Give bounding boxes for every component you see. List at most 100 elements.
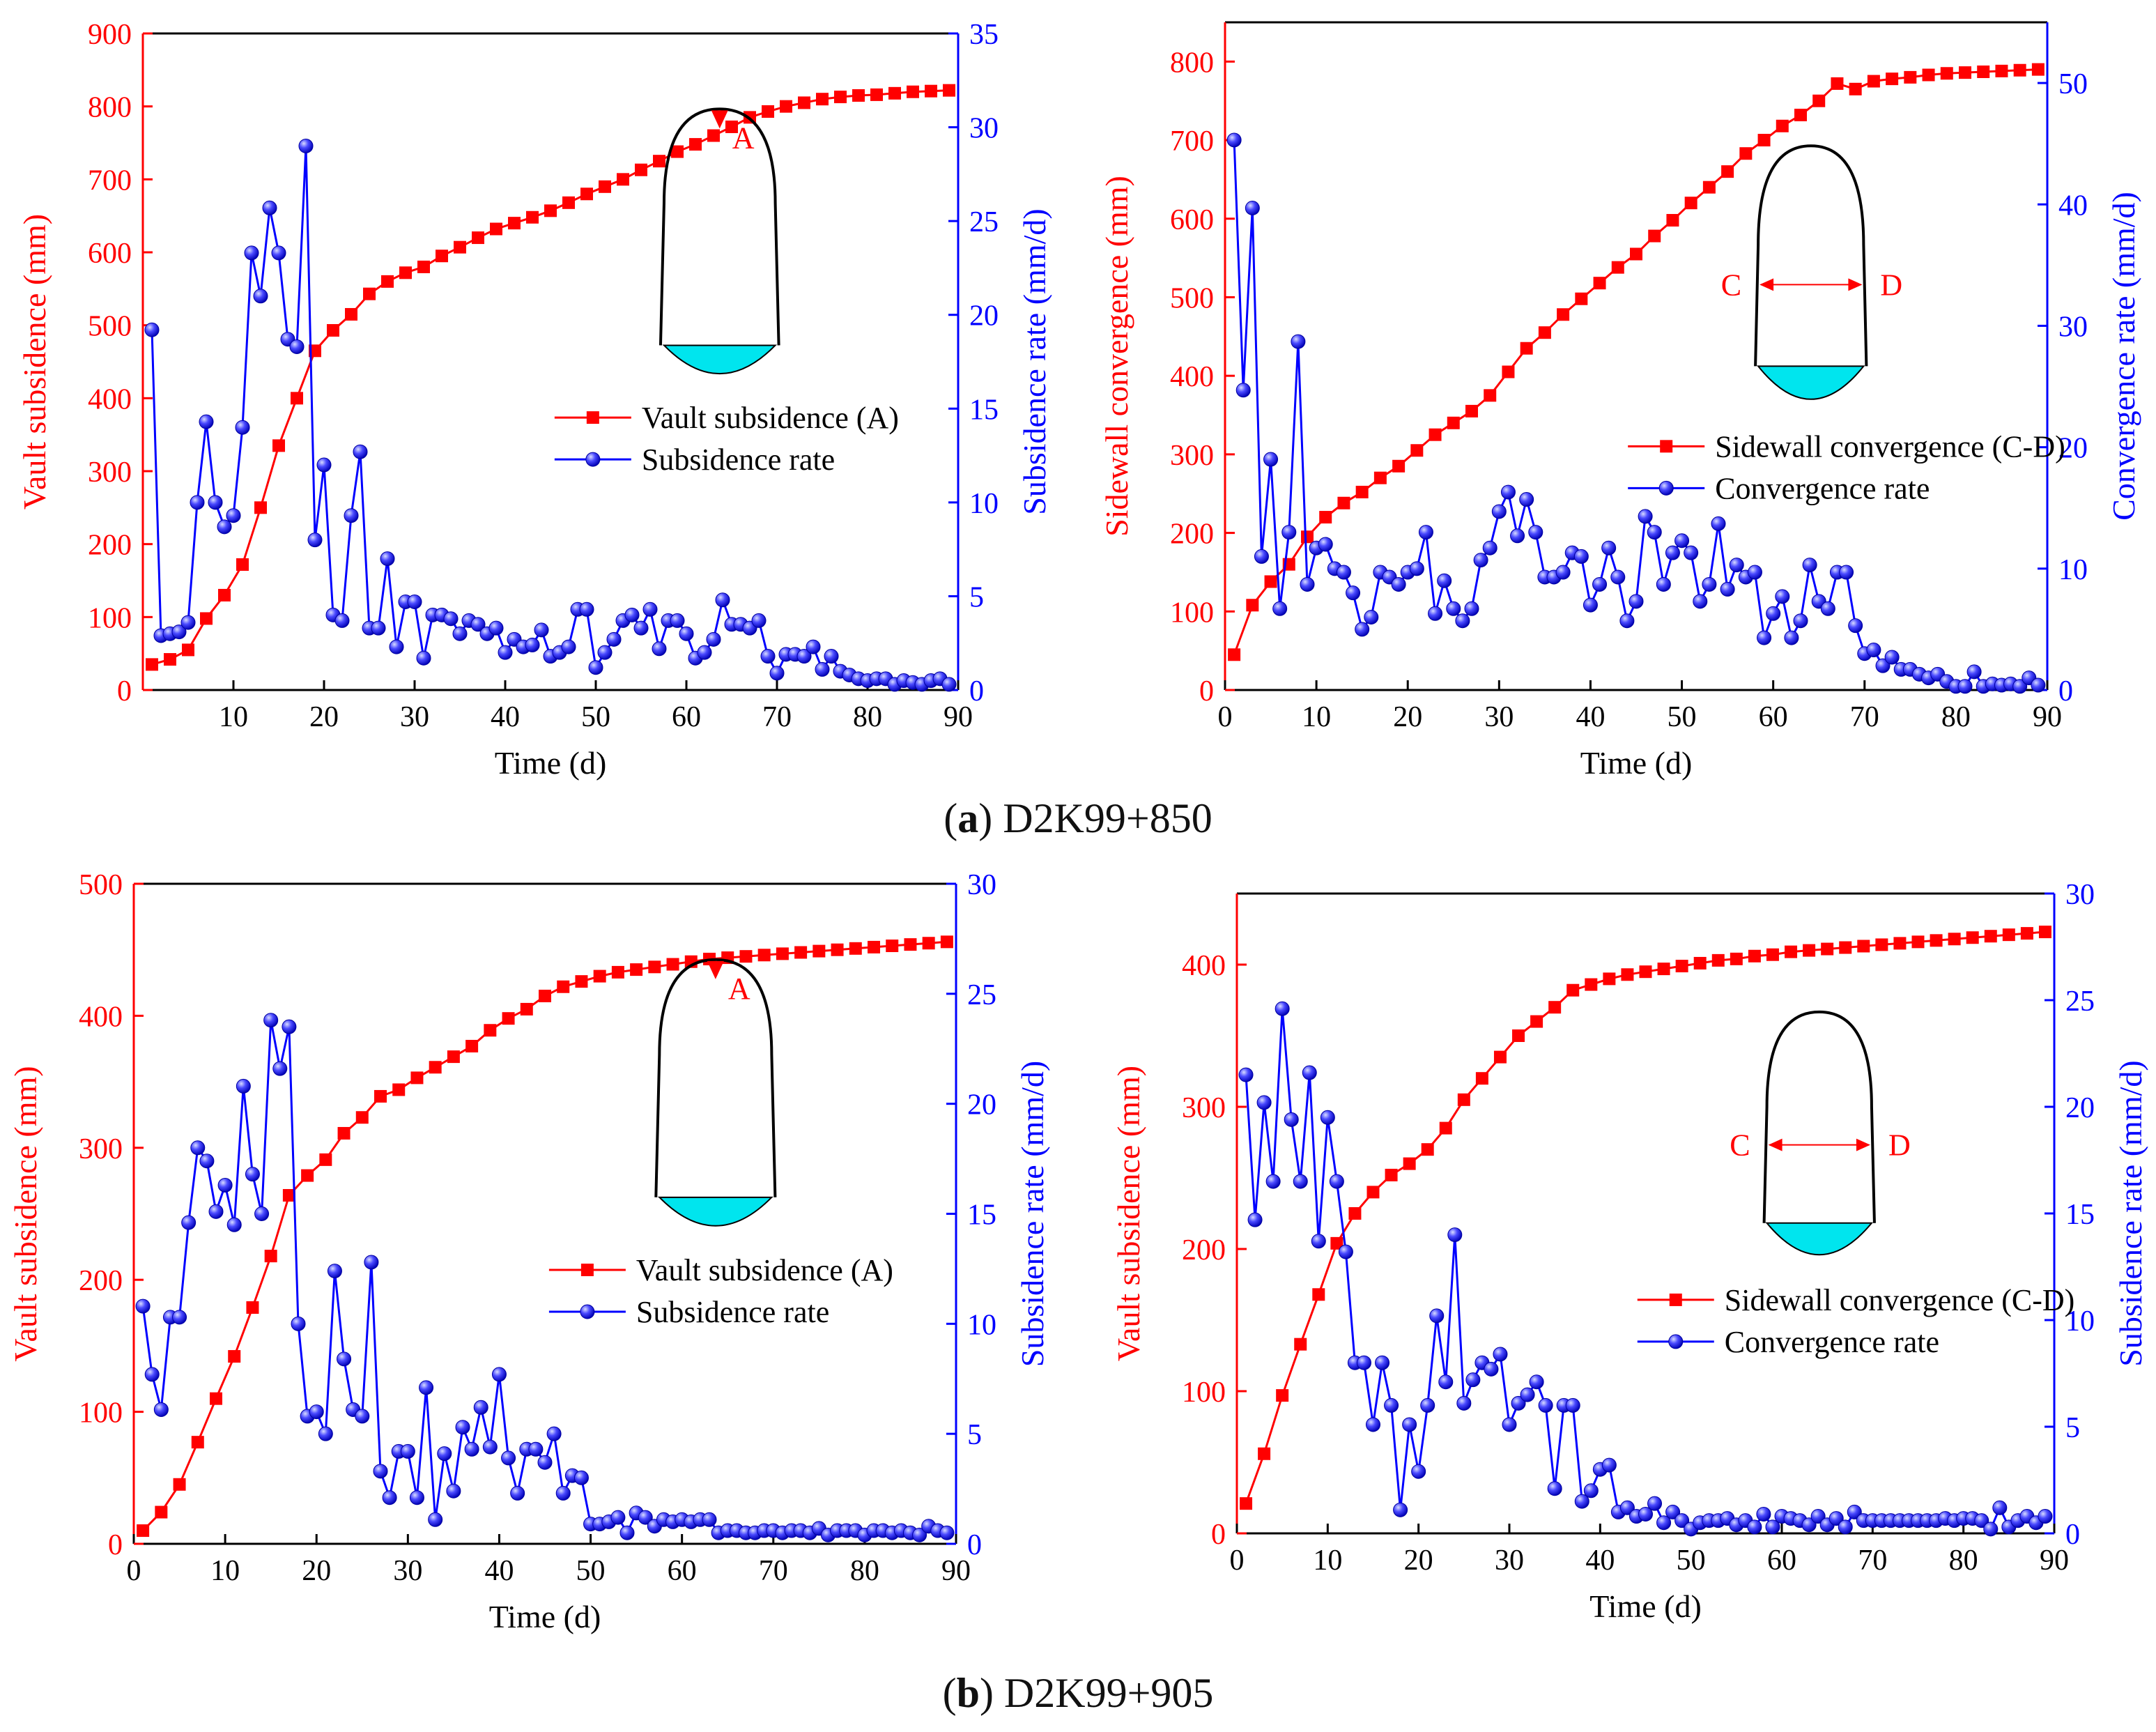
left-axis-title: Sidewall convergence (mm) — [1099, 176, 1134, 537]
rate-point — [1619, 613, 1635, 629]
cumulative-point — [1648, 229, 1661, 243]
rate-point — [537, 1455, 553, 1470]
cumulative-line — [151, 89, 950, 666]
rate-point — [597, 645, 613, 660]
rate-point — [254, 1206, 270, 1221]
rate-point — [217, 1177, 233, 1193]
rate-point — [1583, 1483, 1599, 1499]
left-axis-title: Vault subsidence (mm) — [8, 1066, 43, 1361]
cumulative-point — [363, 287, 376, 300]
cumulative-point — [1684, 197, 1697, 210]
cumulative-point — [562, 196, 575, 209]
rate-point — [464, 1441, 479, 1457]
cumulative-point — [1410, 444, 1424, 457]
left-tick-label: 300 — [1170, 440, 1214, 472]
x-tick-label: 80 — [850, 1555, 879, 1587]
rate-point — [1765, 1519, 1780, 1535]
cumulative-point — [210, 1392, 222, 1405]
rate-point — [437, 1446, 452, 1462]
right-tick-label: 0 — [969, 675, 984, 707]
cumulative-point — [520, 1002, 533, 1016]
rate-point — [1839, 565, 1854, 580]
tunnel-vault-inset: A — [659, 107, 780, 374]
rate-point — [1272, 601, 1288, 616]
cumulative-point — [1301, 530, 1314, 544]
rate-point — [199, 1154, 215, 1169]
cumulative-point — [502, 1012, 515, 1025]
rate-point — [1484, 1361, 1499, 1377]
cumulative-point — [1484, 389, 1497, 402]
rate-point — [1647, 525, 1662, 540]
rate-point — [473, 1400, 488, 1415]
cumulative-line — [142, 940, 948, 1532]
rate-point — [697, 645, 712, 660]
rate-point — [380, 551, 395, 567]
chart-a-sidewall: 0 10 20 30 40 50 60 70 80 90010020030040050060070… — [1099, 21, 2141, 781]
rate-point — [1519, 492, 1534, 507]
cumulative-point — [1373, 471, 1387, 484]
rate-point — [939, 1525, 955, 1540]
left-tick-label: 100 — [1182, 1377, 1226, 1409]
cumulative-point — [557, 980, 570, 993]
cumulative-point — [904, 938, 917, 951]
cumulative-point — [1246, 599, 1259, 612]
rate-point — [1665, 545, 1680, 560]
caption-text: D2K99+905 — [993, 1670, 1214, 1716]
left-tick-label: 400 — [79, 1001, 123, 1033]
x-axis-title: Time (d) — [495, 745, 607, 781]
cumulative-point — [1447, 416, 1460, 429]
caption-letter: a — [957, 795, 979, 841]
right-tick-label: 40 — [2058, 190, 2088, 222]
rate-point — [1464, 601, 1479, 616]
chart-b-vault: 0 10 20 30 40 50 60 70 80 90010020030040050005101… — [8, 869, 1050, 1634]
cumulative-point — [1959, 66, 1971, 79]
left-tick-label: 600 — [88, 238, 132, 270]
rate-point — [1711, 516, 1726, 531]
rate-point — [1592, 576, 1608, 592]
rate-point — [760, 649, 776, 664]
cumulative-point — [852, 89, 865, 102]
rate-point — [272, 1061, 288, 1076]
measure-point-label: A — [728, 972, 750, 1006]
rate-point — [353, 444, 368, 459]
x-tick-label: 30 — [400, 701, 429, 733]
rate-point — [1446, 601, 1461, 616]
rate-point — [428, 1512, 443, 1527]
left-tick-label: 700 — [88, 164, 132, 197]
cumulative-point — [599, 180, 611, 193]
rate-point — [1402, 1417, 1417, 1432]
rate-point — [144, 1367, 160, 1382]
rate-point — [1875, 658, 1891, 673]
x-tick-label: 50 — [576, 1555, 606, 1587]
cumulative-point — [1621, 968, 1634, 981]
rate-point — [1245, 200, 1260, 215]
cumulative-point — [1748, 949, 1761, 963]
right-tick-label: 15 — [2065, 1199, 2095, 1231]
cumulative-point — [1849, 82, 1862, 95]
caption-a: (a) D2K99+850 — [944, 795, 1212, 841]
cumulative-point — [816, 93, 829, 106]
cumulative-point — [1893, 937, 1907, 950]
rate-point — [1656, 1515, 1672, 1531]
rate-point — [715, 592, 730, 608]
rate-point — [1810, 1509, 1826, 1524]
x-tick-label: 90 — [944, 701, 973, 733]
rate-point — [1428, 606, 1443, 621]
measure-point-label: C — [1721, 268, 1741, 302]
cumulative-point — [630, 963, 643, 976]
rate-point — [1291, 334, 1306, 349]
cumulative-point — [849, 942, 862, 955]
right-tick-label: 20 — [969, 300, 999, 332]
rate-point — [2038, 1509, 2053, 1524]
right-tick-label: 10 — [2058, 554, 2088, 586]
cumulative-point — [1948, 933, 1961, 946]
rate-point — [263, 1013, 279, 1028]
arrow-left-icon — [1768, 1138, 1782, 1151]
rate-point — [1766, 606, 1781, 621]
cumulative-point — [870, 88, 883, 101]
rate-point — [446, 1483, 461, 1499]
cumulative-point — [831, 943, 844, 956]
rate-point — [1601, 540, 1617, 555]
rate-point — [190, 495, 205, 510]
cumulative-point — [907, 85, 919, 98]
